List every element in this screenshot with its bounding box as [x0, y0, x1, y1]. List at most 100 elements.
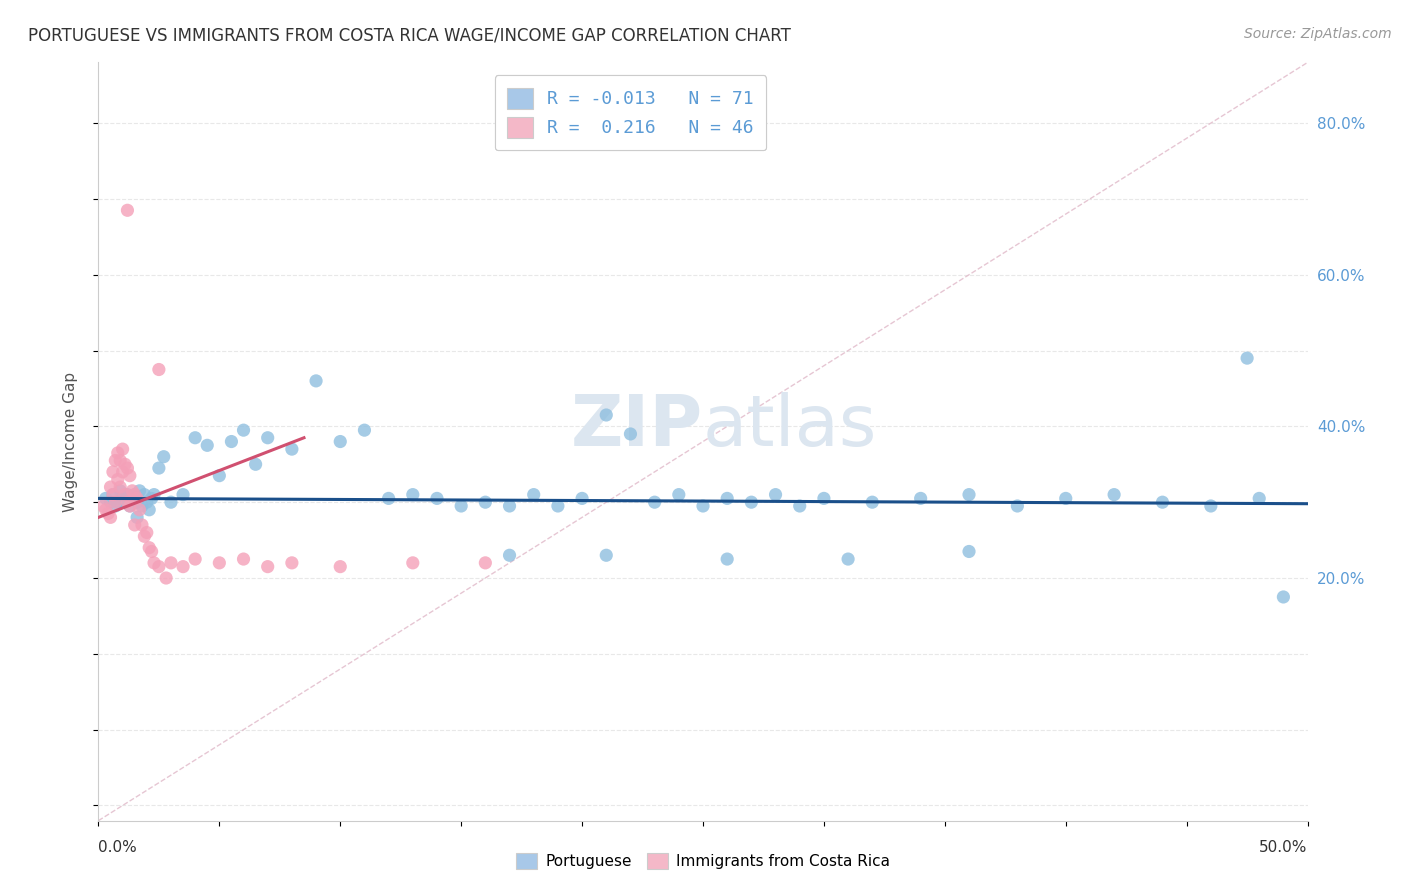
- Text: Source: ZipAtlas.com: Source: ZipAtlas.com: [1244, 27, 1392, 41]
- Point: [107, 473, 129, 487]
- Point: [957, 487, 980, 501]
- Legend: R = -0.013   N = 71, R =  0.216   N = 46: R = -0.013 N = 71, R = 0.216 N = 46: [495, 75, 766, 151]
- Point: [668, 487, 690, 501]
- Point: [138, 541, 160, 555]
- Point: [111, 465, 134, 479]
- Point: [208, 468, 231, 483]
- Point: [644, 495, 666, 509]
- Point: [172, 487, 194, 501]
- Point: [94, 491, 117, 506]
- Point: [474, 495, 496, 509]
- Point: [108, 480, 131, 494]
- Point: [208, 556, 231, 570]
- Point: [450, 499, 472, 513]
- Point: [716, 491, 738, 506]
- Point: [100, 510, 122, 524]
- Point: [172, 559, 194, 574]
- Point: [957, 544, 980, 558]
- Point: [135, 495, 157, 509]
- Point: [148, 461, 170, 475]
- Point: [837, 552, 859, 566]
- Point: [100, 495, 122, 509]
- Point: [813, 491, 835, 506]
- Point: [160, 495, 183, 509]
- Point: [160, 556, 183, 570]
- Point: [256, 431, 278, 445]
- Point: [402, 487, 425, 501]
- Point: [1249, 491, 1271, 506]
- Point: [245, 457, 267, 471]
- Point: [143, 487, 166, 501]
- Point: [111, 491, 134, 506]
- Point: [101, 487, 124, 501]
- Point: [100, 480, 122, 494]
- Point: [104, 499, 127, 513]
- Point: [124, 487, 146, 501]
- Point: [765, 487, 787, 501]
- Point: [1272, 590, 1295, 604]
- Text: ZIP: ZIP: [571, 392, 703, 461]
- Point: [232, 423, 254, 437]
- Point: [127, 510, 149, 524]
- Point: [1054, 491, 1077, 506]
- Point: [155, 571, 177, 585]
- Point: [221, 434, 243, 449]
- Point: [740, 495, 762, 509]
- Point: [305, 374, 328, 388]
- Point: [141, 491, 163, 506]
- Point: [108, 483, 131, 498]
- Point: [138, 503, 160, 517]
- Point: [1007, 499, 1029, 513]
- Point: [134, 487, 156, 501]
- Point: [498, 499, 520, 513]
- Point: [97, 507, 120, 521]
- Point: [117, 495, 139, 509]
- Point: [118, 468, 141, 483]
- Point: [107, 495, 129, 509]
- Point: [131, 499, 153, 513]
- Point: [117, 461, 139, 475]
- Point: [121, 483, 143, 498]
- Point: [104, 453, 127, 467]
- Point: [1102, 487, 1125, 501]
- Point: [108, 453, 131, 467]
- Point: [127, 495, 149, 509]
- Legend: Portuguese, Immigrants from Costa Rica: Portuguese, Immigrants from Costa Rica: [510, 847, 896, 875]
- Point: [148, 362, 170, 376]
- Point: [571, 491, 593, 506]
- Point: [547, 499, 569, 513]
- Point: [595, 548, 617, 563]
- Point: [117, 203, 139, 218]
- Point: [256, 559, 278, 574]
- Point: [523, 487, 546, 501]
- Point: [127, 491, 149, 506]
- Point: [329, 559, 352, 574]
- Point: [281, 442, 304, 457]
- Point: [195, 438, 218, 452]
- Point: [232, 552, 254, 566]
- Point: [498, 548, 520, 563]
- Point: [114, 457, 136, 471]
- Point: [141, 544, 163, 558]
- Point: [619, 426, 641, 441]
- Point: [789, 499, 811, 513]
- Point: [134, 529, 156, 543]
- Point: [114, 487, 136, 501]
- Point: [111, 442, 134, 457]
- Point: [184, 431, 207, 445]
- Point: [860, 495, 883, 509]
- Point: [426, 491, 449, 506]
- Text: atlas: atlas: [703, 392, 877, 461]
- Point: [1236, 351, 1258, 366]
- Point: [124, 517, 146, 532]
- Point: [121, 491, 143, 506]
- Point: [910, 491, 932, 506]
- Point: [101, 465, 124, 479]
- Point: [128, 503, 150, 517]
- Point: [143, 556, 166, 570]
- Point: [128, 483, 150, 498]
- Point: [101, 487, 124, 501]
- Point: [135, 525, 157, 540]
- Point: [474, 556, 496, 570]
- Point: [377, 491, 399, 506]
